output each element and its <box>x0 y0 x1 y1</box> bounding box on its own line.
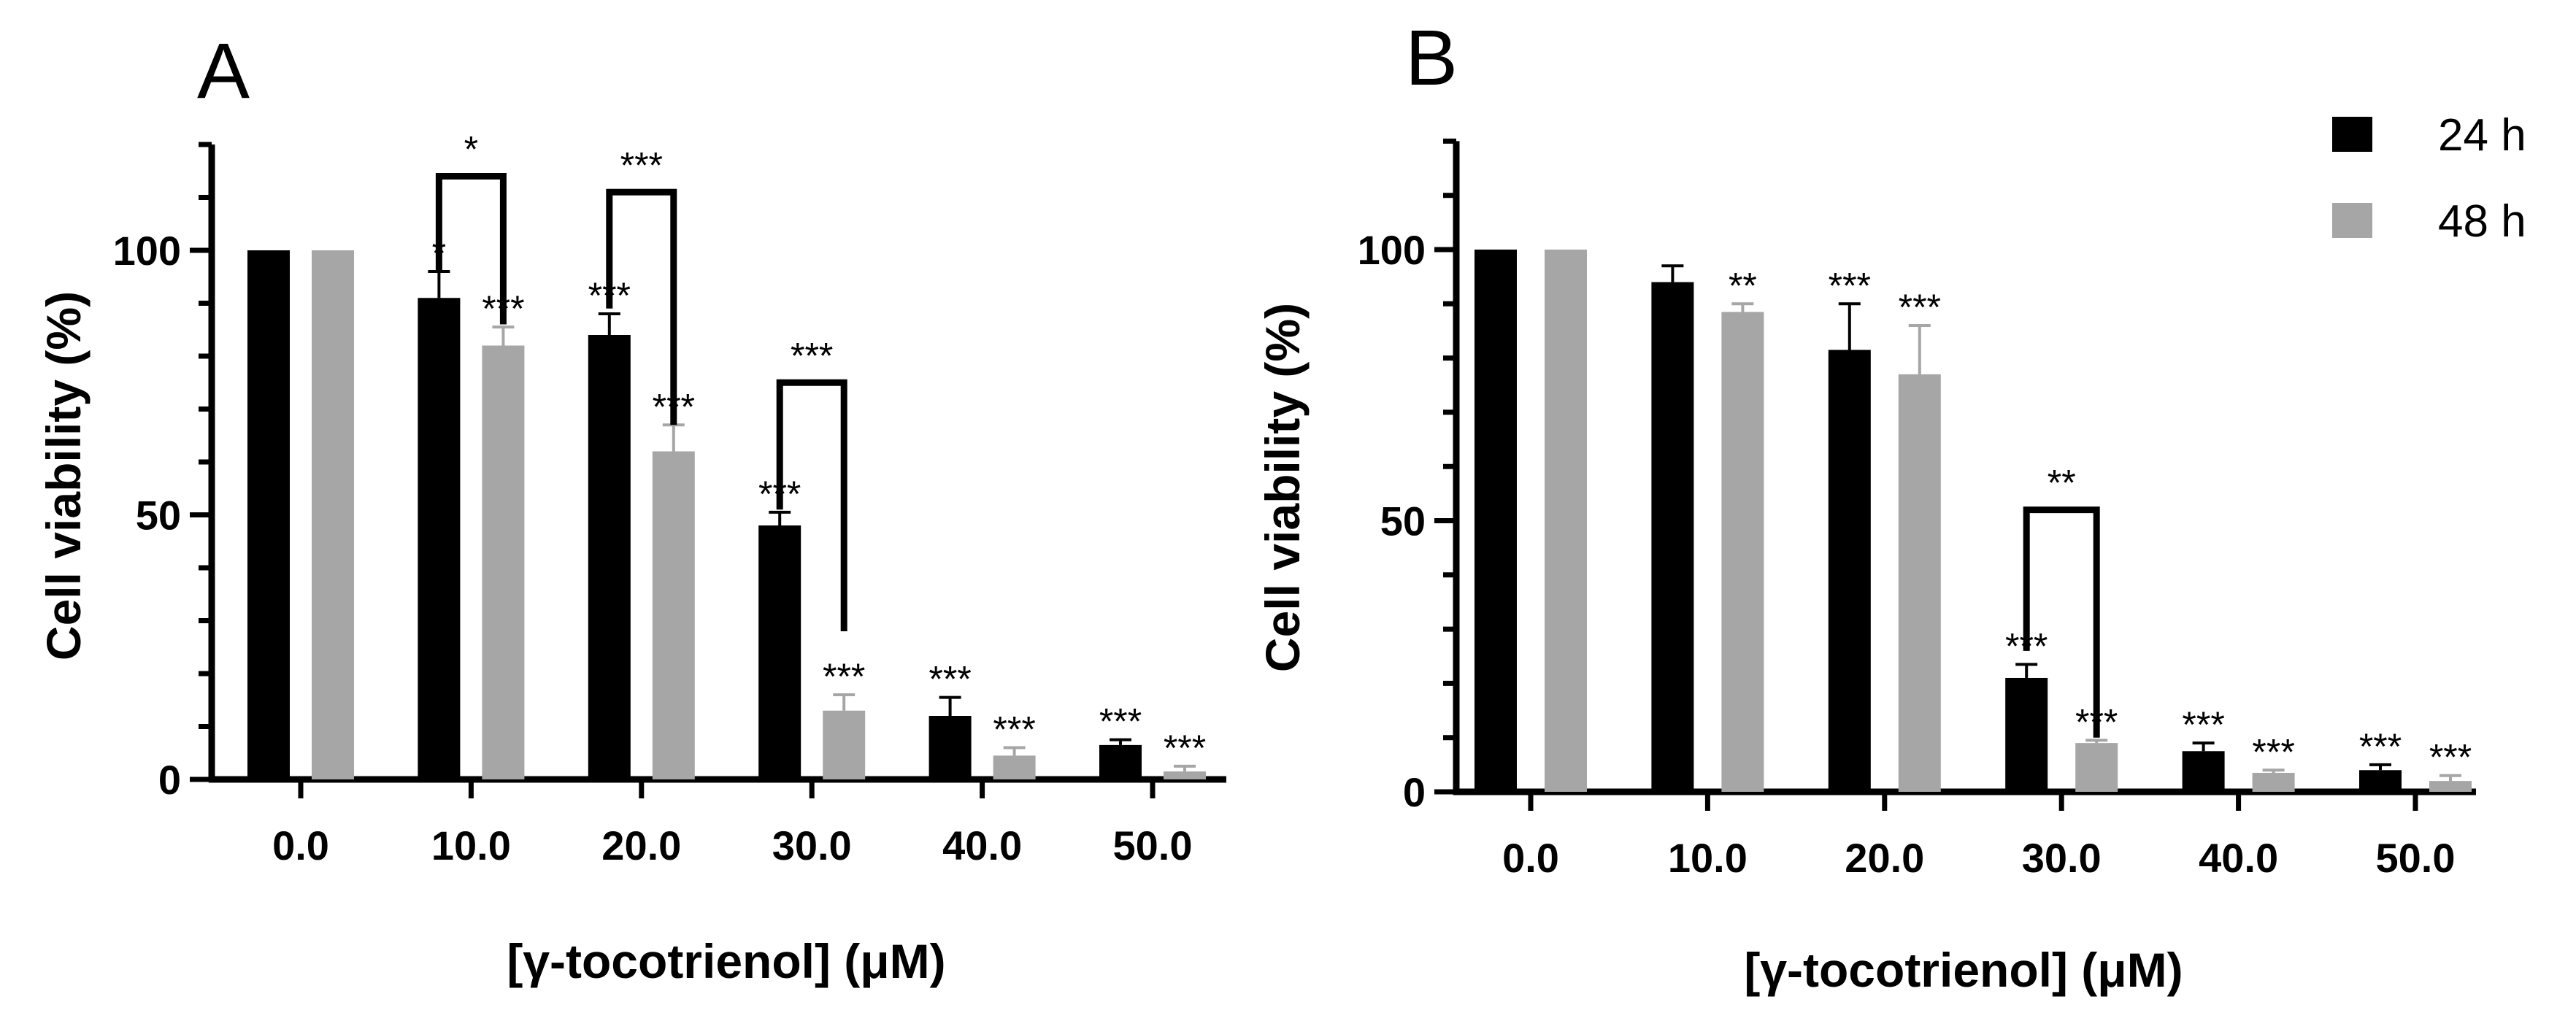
panel-a-x-tick-label: 30.0 <box>772 822 852 868</box>
panel-a-comparison-bracket <box>435 173 507 325</box>
panel-b-bar-24h-4 <box>2182 751 2225 792</box>
panel-a-bar-24h-4 <box>928 716 972 779</box>
panel-a-significance-marker: *** <box>1099 701 1142 742</box>
panel-a-bar-24h-5 <box>1099 744 1142 779</box>
panel-b-significance-marker: *** <box>1829 265 1871 306</box>
panel-b-significance-marker: *** <box>2359 726 2402 767</box>
panel-b-significance-marker: *** <box>2429 737 2472 778</box>
panel-b-bar-48h-1 <box>1721 312 1764 792</box>
panel-a-x-axis-label: [γ-tocotrienol] (μM) <box>507 934 945 988</box>
panel-a-significance-marker: *** <box>993 709 1035 750</box>
panel-b-significance-marker: ** <box>1729 265 1757 306</box>
panel-b-significance-marker: *** <box>2252 731 2294 772</box>
panel-a-significance-marker: *** <box>928 659 971 700</box>
legend: 24 h 48 h <box>2332 110 2526 247</box>
panel-b-y-tick-label: 50 <box>1380 498 1426 544</box>
panel-a-y-axis-label: Cell viability (%) <box>36 291 91 660</box>
panel-b-bar-48h-0 <box>1545 250 1587 792</box>
legend-swatch-24h <box>2332 117 2372 152</box>
panel-b-x-tick-label: 50.0 <box>2376 835 2456 881</box>
panel-a-bar-24h-0 <box>247 250 290 779</box>
legend-label-24h: 24 h <box>2438 110 2526 161</box>
panel-a-annotations: ************************* **** ****** <box>432 129 1207 768</box>
panel-b-comparison-bracket <box>2023 506 2100 738</box>
panel-b-bar-24h-2 <box>1828 350 1871 793</box>
panel-a-letter: A <box>197 26 250 115</box>
panel-b-bar-48h-5 <box>2429 781 2472 792</box>
panel-a-bars <box>247 250 1206 779</box>
panel-a-axes: 0 50 100 0.0 10.0 20.0 30.0 40.0 50.0 <box>113 142 1226 868</box>
panel-b-annotations: *********************** ***** <box>1729 265 2472 777</box>
panel-b-x-tick-label: 40.0 <box>2199 835 2278 881</box>
panel-a-bracket-label: *** <box>791 335 833 376</box>
panel-a-x-tick-label: 20.0 <box>601 822 681 868</box>
panel-a-x-tick-label: 40.0 <box>942 822 1022 868</box>
legend-swatch-48h <box>2332 203 2372 238</box>
panel-b-significance-marker: *** <box>2182 704 2224 745</box>
panel-b-y-tick-label: 0 <box>1403 769 1426 815</box>
panel-a-bar-48h-5 <box>1164 771 1206 779</box>
panel-b-bar-24h-3 <box>2005 677 2048 792</box>
panel-a-bar-48h-2 <box>652 451 695 779</box>
panel-a-bar-24h-1 <box>418 298 461 779</box>
panel-b-axes: 0 50 100 0.0 10.0 20.0 30.0 40.0 50.0 <box>1358 138 2476 881</box>
panel-b-bar-48h-4 <box>2252 772 2295 792</box>
panel-a-bar-48h-1 <box>482 345 525 779</box>
legend-label-48h: 48 h <box>2438 196 2526 247</box>
panel-a-comparison-bracket <box>606 188 677 425</box>
panel-a-significance-marker: *** <box>823 656 865 697</box>
panel-a-bar-24h-3 <box>758 525 801 779</box>
panel-b-y-tick-label: 100 <box>1358 227 1426 273</box>
panel-a-bar-24h-2 <box>588 335 631 779</box>
panel-a-y-tick-label: 0 <box>158 757 181 803</box>
panel-a-bracket-label: *** <box>620 144 663 185</box>
panel-a-bar-48h-4 <box>993 755 1036 779</box>
panel-a-bracket-label: * <box>464 129 478 170</box>
panel-b-x-axis-label: [γ-tocotrienol] (μM) <box>1744 943 2183 997</box>
panel-b-bracket-label: ** <box>2048 463 2076 504</box>
panel-b-bar-48h-2 <box>1898 374 1941 792</box>
panel-a-comparison-bracket <box>776 379 847 631</box>
panel-b-x-tick-label: 30.0 <box>2022 835 2102 881</box>
panel-b-bar-24h-5 <box>2359 770 2402 792</box>
panel-b-bar-24h-1 <box>1651 282 1694 793</box>
panel-a-y-tick-label: 50 <box>136 493 181 539</box>
panel-a-x-tick-label: 10.0 <box>431 822 511 868</box>
panel-b-x-tick-label: 20.0 <box>1845 835 1924 881</box>
panel-a-x-tick-label: 0.0 <box>272 822 329 868</box>
panel-a-bar-48h-3 <box>823 710 866 779</box>
panel-a-x-tick-label: 50.0 <box>1113 822 1193 868</box>
panel-a-significance-marker: *** <box>1164 728 1206 768</box>
panel-b-x-tick-label: 10.0 <box>1668 835 1748 881</box>
panel-b-significance-marker: *** <box>1899 287 1941 328</box>
panel-b-bars <box>1475 250 2472 793</box>
panel-b-bar-48h-3 <box>2075 743 2118 792</box>
panel-b-y-axis-label: Cell viability (%) <box>1256 303 1310 672</box>
panel-b-x-tick-label: 0.0 <box>1502 835 1559 881</box>
panel-b-bar-24h-0 <box>1475 250 1517 792</box>
panel-a-bar-48h-0 <box>312 250 354 779</box>
panel-b-letter: B <box>1405 13 1458 101</box>
panel-a-y-tick-label: 100 <box>113 228 181 274</box>
